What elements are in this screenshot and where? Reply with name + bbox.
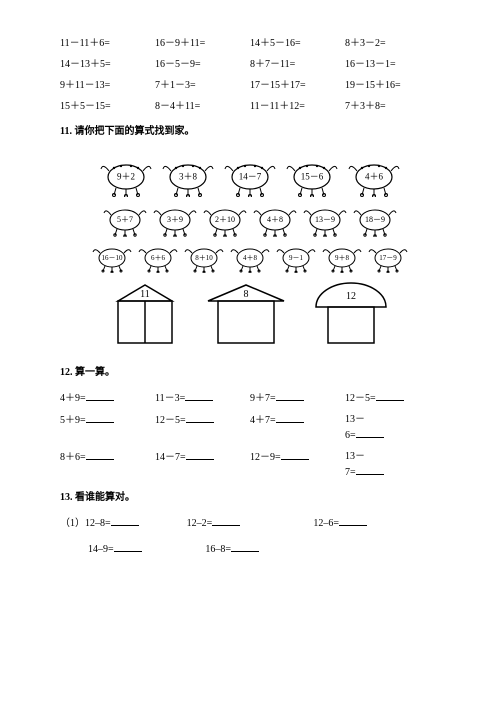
bug-label: 16－10 [102,253,123,264]
problems-top-grid: 11－11＋6= 16－9＋11= 14＋5－16= 8＋3－2= 14－13＋… [60,36,440,114]
bug: 4＋8 [252,203,298,237]
heading-11: 11. 请你把下面的算式找到家。 [60,124,440,139]
bug-label: 8＋10 [195,253,213,264]
bug: 15－6 [285,157,339,197]
bug: 9＋2 [99,157,153,197]
bug-label: 14－7 [239,170,262,184]
cell: 16－5－9= [155,57,250,72]
bug: 13－9 [302,203,348,237]
cell: 5＋9= [60,412,155,443]
bug-label: 18－9 [365,214,385,226]
cell: 4＋9= [60,390,155,406]
bug: 6＋6 [137,243,179,273]
bug-label: 13－9 [315,214,335,226]
cell: 12－5= [155,412,250,443]
bug: 9＋8 [321,243,363,273]
bug-label: 9＋2 [117,170,135,184]
cell: 16－9＋11= [155,36,250,51]
cell: 9＋7= [250,390,345,406]
cell: 12–6= [313,515,440,531]
bug-label: 3＋8 [179,170,197,184]
cell: 13－ 7= [345,449,440,480]
bug: 3＋9 [152,203,198,237]
cell: 14＋5－16= [250,36,345,51]
cell: 13－ 6= [345,412,440,443]
cell: 16–8= [205,541,322,557]
bug-label: 9－1 [289,253,303,264]
bug: 2＋10 [202,203,248,237]
heading-12: 12. 算一算。 [60,365,440,380]
problems-13-rowB: 14–9= 16–8= [88,541,440,557]
heading-11-text: 11. 请你把下面的算式找到家。 [60,126,194,137]
bug-row-3: 16－10 6＋6 8＋10 4＋8 9－1 9＋8 17－9 [60,243,440,273]
cell: 7＋3＋8= [345,99,440,114]
cell: 8＋7－11= [250,57,345,72]
cell: （1）12–8= [60,515,187,531]
cell: 11－11＋12= [250,99,345,114]
cell: 12–2= [187,515,314,531]
house-11: 11 [108,281,182,347]
bug: 3＋8 [161,157,215,197]
cell: 11－11＋6= [60,36,155,51]
bug: 18－9 [352,203,398,237]
bug-label: 6＋6 [151,253,165,264]
house-8: 8 [204,281,288,347]
cell: 19－15＋16= [345,78,440,93]
bug: 16－10 [91,243,133,273]
cell: 15＋5－15= [60,99,155,114]
cell: 14－13＋5= [60,57,155,72]
bug-label: 4＋6 [365,170,383,184]
bug: 9－1 [275,243,317,273]
bug: 8＋10 [183,243,225,273]
bug-label: 17－9 [379,253,397,264]
heading-12-text: 12. 算一算。 [60,367,115,378]
bug-label: 5＋7 [117,214,133,226]
cell: 17－15＋17= [250,78,345,93]
house-label: 11 [140,287,150,302]
bug-label: 4＋8 [243,253,257,264]
bug-label: 3＋9 [167,214,183,226]
bug: 4＋8 [229,243,271,273]
bug: 4＋6 [347,157,401,197]
cell: 14–9= [88,541,205,557]
bug: 5＋7 [102,203,148,237]
problems-13-rowA: （1）12–8= 12–2= 12–6= [60,515,440,531]
house-12: 12 [310,281,392,347]
bug-label: 4＋8 [267,214,283,226]
bug-row-2: 5＋7 3＋9 2＋10 4＋8 13－9 18－9 [60,203,440,237]
heading-13-text: 13. 看谁能算对。 [60,492,135,503]
cell: 7＋1－3= [155,78,250,93]
houses-row: 11 8 12 [60,281,440,347]
cell: 11－3= [155,390,250,406]
cell: 8＋6= [60,449,155,480]
cell: 12－5= [345,390,440,406]
bug-label: 2＋10 [215,214,235,226]
problems-12-grid: 4＋9= 11－3= 9＋7= 12－5= 5＋9= 12－5= 4＋7= 13… [60,390,440,480]
bug-label: 15－6 [301,170,324,184]
bug-row-1: 9＋2 3＋8 14－7 15－6 4＋6 [60,157,440,197]
cell: 8－4＋11= [155,99,250,114]
heading-13: 13. 看谁能算对。 [60,490,440,505]
cell: 4＋7= [250,412,345,443]
page: 11－11＋6= 16－9＋11= 14＋5－16= 8＋3－2= 14－13＋… [0,0,500,597]
house-label: 8 [244,287,249,302]
cell: 9＋11－13= [60,78,155,93]
cell: 8＋3－2= [345,36,440,51]
figure-bugs-houses: 9＋2 3＋8 14－7 15－6 4＋6 5＋7 3＋9 2＋10 [60,157,440,347]
house-label: 12 [346,289,356,304]
bug-label: 9＋8 [335,253,349,264]
cell: 12－9= [250,449,345,480]
cell: 16－13－1= [345,57,440,72]
cell: 14－7= [155,449,250,480]
bug: 14－7 [223,157,277,197]
bug: 17－9 [367,243,409,273]
